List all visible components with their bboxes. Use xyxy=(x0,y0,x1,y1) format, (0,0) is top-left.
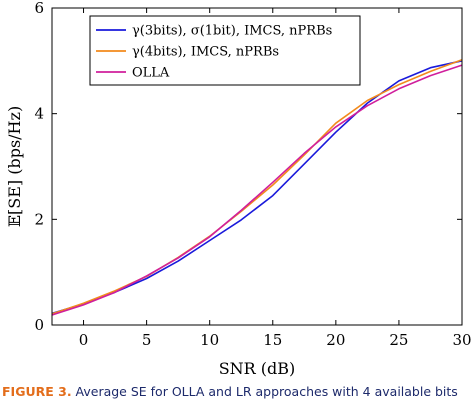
plot-frame xyxy=(51,7,463,326)
series-line xyxy=(51,60,463,315)
y-axis-label: 𝔼[SE] (bps/Hz) xyxy=(5,106,24,227)
x-tick-label: 0 xyxy=(79,331,89,349)
figure-caption-text: Average SE for OLLA and LR approaches wi… xyxy=(75,384,458,399)
series-line xyxy=(51,64,463,316)
axis-ticks: 0 5 10 15 20 25 30 0 2 4 6 xyxy=(34,0,471,349)
y-tick-label: 2 xyxy=(34,210,44,228)
x-tick-label: 25 xyxy=(389,331,408,349)
x-tick-label: 20 xyxy=(326,331,345,349)
x-tick-label: 15 xyxy=(263,331,282,349)
legend-label: OLLA xyxy=(132,66,170,81)
series-line xyxy=(51,59,463,315)
x-tick-label: 5 xyxy=(142,331,152,349)
figure-caption: FIGURE 3. Average SE for OLLA and LR app… xyxy=(2,384,458,399)
y-tick-label: 6 xyxy=(34,0,44,17)
legend-label: γ(4bits), IMCS, nPRBs xyxy=(132,45,279,60)
se-vs-snr-chart: 0 5 10 15 20 25 30 0 2 4 6 γ(3bits), σ(1bit), IMCS… xyxy=(5,0,472,378)
x-tick-label: 30 xyxy=(452,331,471,349)
legend-box xyxy=(89,15,361,86)
x-axis-label: SNR (dB) xyxy=(219,359,296,378)
figure-number: FIGURE 3. xyxy=(2,384,72,399)
y-tick-label: 4 xyxy=(34,105,44,123)
legend: γ(3bits), σ(1bit), IMCS, nPRBs γ(4bits), … xyxy=(89,15,361,86)
legend-label: γ(3bits), σ(1bit), IMCS, nPRBs xyxy=(132,24,332,39)
series-lines xyxy=(51,59,463,316)
y-tick-label: 0 xyxy=(34,316,44,334)
x-tick-label: 10 xyxy=(200,331,219,349)
